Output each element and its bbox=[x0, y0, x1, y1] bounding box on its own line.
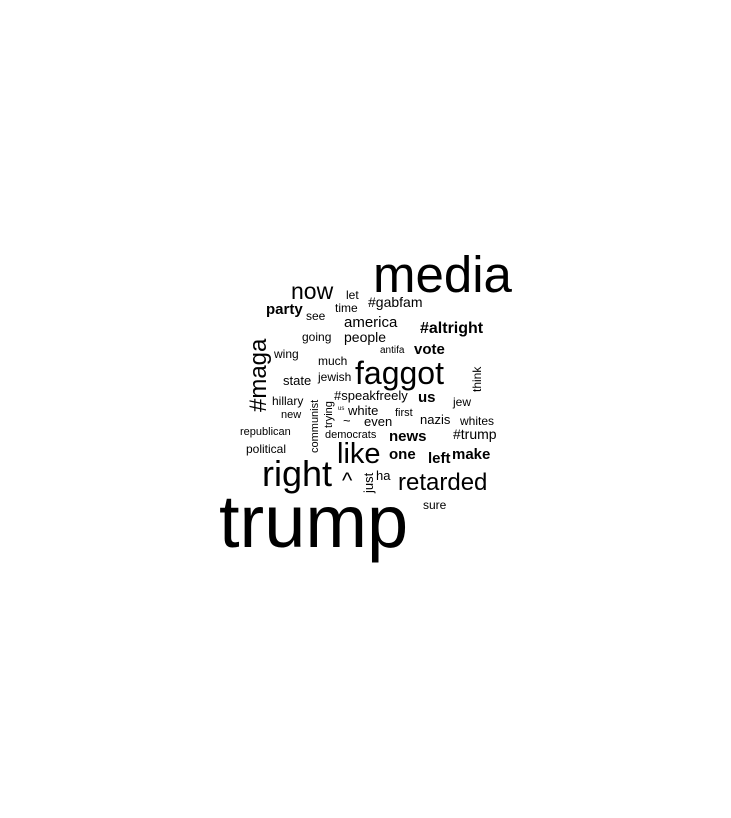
word-sure: sure bbox=[423, 498, 447, 512]
word-even: even bbox=[364, 414, 393, 429]
word-wing: wing bbox=[274, 347, 299, 361]
word-trump-hashtag: #trump bbox=[453, 426, 497, 442]
word-antifa: antifa bbox=[380, 345, 405, 356]
word-going: going bbox=[302, 330, 332, 344]
word-white: white bbox=[348, 403, 379, 418]
word-altright: #altright bbox=[420, 320, 484, 337]
word-hillary: hillary bbox=[272, 394, 304, 408]
word-nazis: nazis bbox=[420, 412, 451, 427]
word-left: left bbox=[428, 450, 451, 467]
word-much: much bbox=[318, 354, 348, 368]
word-news: news bbox=[389, 428, 427, 445]
word-trying: trying bbox=[323, 401, 335, 428]
word-one: one bbox=[389, 446, 416, 463]
word-democrats: democrats bbox=[325, 429, 377, 441]
word-see: see bbox=[306, 309, 326, 323]
word-first: first bbox=[395, 407, 413, 419]
word-new: new bbox=[281, 409, 302, 421]
word-us: us bbox=[418, 389, 436, 406]
word-ha: ha bbox=[376, 468, 391, 483]
word-media: media bbox=[373, 246, 512, 303]
word-trump: trump bbox=[219, 480, 409, 563]
word-jew: jew bbox=[453, 395, 472, 409]
word-retarded: retarded bbox=[398, 469, 488, 496]
word-maga: #maga bbox=[245, 338, 272, 412]
word-let: let bbox=[346, 288, 359, 302]
word-people: people bbox=[344, 329, 387, 345]
word-like: like bbox=[337, 438, 381, 470]
word-speakfreely: #speakfreely bbox=[334, 388, 408, 403]
word-tilde: ~ bbox=[343, 413, 351, 428]
word-faggot: faggot bbox=[355, 355, 444, 391]
word-think: think bbox=[470, 366, 484, 392]
word-state: state bbox=[283, 373, 312, 388]
word-right: right bbox=[262, 453, 333, 494]
word-communist: communist bbox=[309, 399, 321, 453]
word-party: party bbox=[266, 301, 303, 318]
word-republican: republican bbox=[240, 426, 291, 438]
word-us-small: us bbox=[338, 406, 345, 412]
word-america: america bbox=[344, 314, 398, 331]
word-now: now bbox=[291, 278, 334, 304]
word-gabfam: #gabfam bbox=[368, 294, 423, 310]
word-caret: ^ bbox=[342, 468, 353, 493]
word-whites: whites bbox=[460, 414, 495, 428]
word-jewish: jewish bbox=[318, 370, 352, 384]
word-time: time bbox=[335, 301, 358, 315]
word-make: make bbox=[452, 446, 491, 463]
word-just: just bbox=[361, 472, 376, 493]
word-vote: vote bbox=[414, 341, 445, 358]
word-political: political bbox=[246, 442, 287, 456]
